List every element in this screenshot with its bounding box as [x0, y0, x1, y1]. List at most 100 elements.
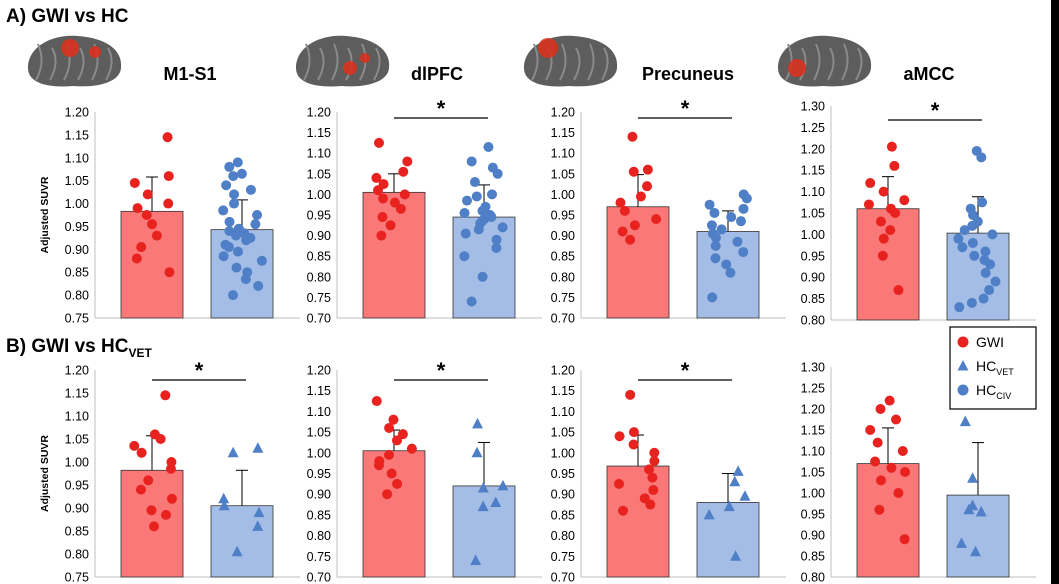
brain-sulcus	[105, 47, 113, 81]
chart-panel-7: 0.70 0.75 0.80 0.85 0.90 0.95 1.00 1.05 1.10 1.15…	[551, 358, 786, 584]
y-tick-label: 1.10	[65, 151, 89, 165]
data-point-circle	[228, 171, 239, 182]
section-b-title: B) GWI vs HCVET	[6, 336, 152, 360]
brain-m1s1-icon	[28, 35, 122, 87]
y-tick-label: 0.80	[801, 314, 825, 328]
data-point-circle	[240, 274, 251, 285]
y-tick-label: 0.75	[307, 550, 331, 564]
data-point-circle	[891, 414, 902, 425]
significance-star: *	[681, 96, 690, 121]
data-point-circle	[229, 189, 240, 200]
data-point-circle	[473, 224, 484, 235]
y-tick-label: 1.10	[801, 445, 825, 459]
data-point-circle	[136, 447, 147, 458]
data-point-circle	[388, 414, 399, 425]
bar-gwi	[362, 191, 426, 319]
data-point-circle	[378, 193, 389, 204]
bar-gwi	[856, 463, 920, 578]
y-tick-label: 0.80	[307, 270, 331, 284]
data-point-circle	[131, 253, 142, 264]
data-point-circle	[136, 242, 147, 253]
brain-sulcus	[49, 47, 57, 81]
bar-hc	[946, 494, 1010, 578]
y-tick-label: 0.90	[551, 229, 575, 243]
data-point-circle	[875, 404, 886, 414]
data-point-circle	[959, 225, 970, 236]
bar-hc	[210, 505, 274, 578]
y-tick-label: 1.30	[801, 361, 825, 375]
y-tick-label: 1.05	[551, 167, 575, 181]
data-point-triangle	[470, 554, 482, 565]
data-point-circle	[889, 160, 900, 171]
data-point-circle	[371, 172, 382, 183]
y-tick-label: 0.80	[307, 529, 331, 543]
data-point-circle	[163, 171, 174, 182]
data-point-circle	[709, 207, 720, 218]
y-tick-label: 1.20	[307, 106, 331, 120]
legend-label-sub: CIV	[996, 391, 1011, 401]
data-point-circle	[969, 250, 980, 261]
data-point-circle	[629, 220, 640, 231]
data-point-circle	[129, 440, 140, 451]
y-tick-label: 0.90	[307, 229, 331, 243]
data-point-circle	[649, 456, 660, 467]
y-tick-label: 0.80	[551, 270, 575, 284]
data-point-circle	[459, 207, 470, 218]
y-tick-label: 1.00	[65, 456, 89, 470]
data-point-circle	[160, 390, 171, 401]
data-point-triangle	[963, 503, 975, 515]
brain-activation	[360, 53, 370, 63]
y-tick-label: 1.20	[551, 364, 575, 378]
chart-panel-3: Precuneus 0.70 0.75 0.80 0.85 0.90 0.95 1.00 1.0…	[524, 35, 786, 326]
brain-precuneus-icon	[524, 35, 618, 87]
y-tick-label: 1.20	[551, 106, 575, 120]
brain-sulcus	[317, 47, 325, 81]
data-point-circle	[142, 189, 153, 200]
y-tick-label: 1.20	[65, 364, 89, 378]
y-tick-label: 0.75	[65, 571, 89, 584]
brain-sulcus	[841, 43, 849, 81]
data-point-circle	[884, 395, 895, 406]
y-tick-label: 0.80	[65, 548, 89, 562]
data-point-triangle	[218, 492, 230, 504]
y-tick-label: 1.15	[65, 128, 89, 142]
brain-sulcus	[303, 43, 311, 81]
data-point-circle	[953, 233, 964, 244]
data-point-circle	[398, 166, 409, 177]
brain-dlpfc-icon	[296, 35, 390, 87]
data-point-circle	[625, 234, 636, 245]
data-point-circle	[491, 242, 502, 253]
y-tick-label: 1.10	[307, 405, 331, 419]
brain-sulcus	[827, 47, 835, 81]
data-point-circle	[614, 431, 625, 442]
data-point-circle	[477, 205, 488, 216]
data-point-circle	[704, 199, 715, 210]
data-point-circle	[877, 250, 888, 261]
data-point-triangle	[253, 506, 265, 518]
data-point-circle	[875, 475, 886, 486]
data-point-triangle	[956, 537, 968, 548]
data-point-circle	[732, 236, 743, 247]
data-point-circle	[627, 131, 638, 142]
brain-activation	[788, 59, 806, 77]
y-tick-label: 1.05	[307, 167, 331, 181]
data-point-circle	[710, 253, 721, 264]
data-point-circle	[135, 484, 146, 495]
data-point-circle	[164, 267, 175, 278]
data-point-circle	[644, 464, 655, 475]
data-point-circle	[642, 181, 653, 192]
data-point-circle	[256, 255, 267, 266]
data-point-circle	[990, 276, 1001, 287]
brain-sulcus	[799, 47, 807, 81]
data-point-circle	[229, 198, 240, 209]
brain-sulcus	[373, 47, 381, 81]
brain-activation	[538, 38, 558, 58]
data-point-circle	[875, 216, 886, 227]
data-point-circle	[725, 267, 736, 278]
data-point-circle	[497, 222, 508, 233]
y-tick-label: 1.05	[307, 426, 331, 440]
y-tick-label: 0.90	[65, 502, 89, 516]
data-point-circle	[132, 203, 143, 214]
data-point-circle	[143, 475, 154, 486]
